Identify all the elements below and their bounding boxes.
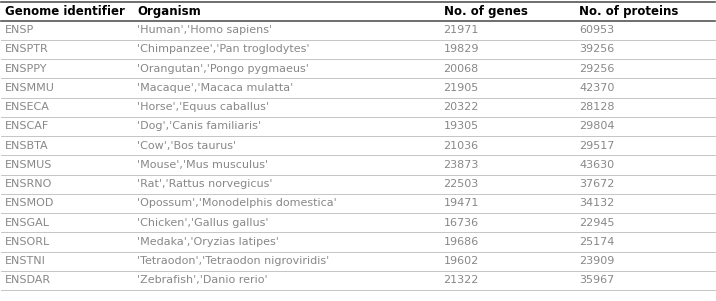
Text: 43630: 43630 bbox=[579, 160, 614, 170]
Text: 'Horse','Equus caballus': 'Horse','Equus caballus' bbox=[137, 102, 269, 112]
Text: 'Opossum','Monodelphis domestica': 'Opossum','Monodelphis domestica' bbox=[137, 198, 337, 208]
Text: 'Mouse','Mus musculus': 'Mouse','Mus musculus' bbox=[137, 160, 268, 170]
Text: 'Human','Homo sapiens': 'Human','Homo sapiens' bbox=[137, 25, 272, 35]
Text: 'Zebrafish','Danio rerio': 'Zebrafish','Danio rerio' bbox=[137, 275, 268, 285]
Text: ENSPPY: ENSPPY bbox=[5, 64, 47, 74]
Text: ENSORL: ENSORL bbox=[5, 237, 50, 247]
Text: 19829: 19829 bbox=[444, 45, 479, 54]
Text: ENSGAL: ENSGAL bbox=[5, 218, 50, 228]
Text: 'Cow','Bos taurus': 'Cow','Bos taurus' bbox=[137, 141, 236, 151]
Text: 20322: 20322 bbox=[444, 102, 479, 112]
Text: 29256: 29256 bbox=[579, 64, 614, 74]
Text: 20068: 20068 bbox=[444, 64, 479, 74]
Text: 22945: 22945 bbox=[579, 218, 614, 228]
Text: ENSMMU: ENSMMU bbox=[5, 83, 55, 93]
Text: 21322: 21322 bbox=[444, 275, 479, 285]
Text: ENSTNI: ENSTNI bbox=[5, 256, 46, 266]
Text: 23909: 23909 bbox=[579, 256, 614, 266]
Text: 'Chicken','Gallus gallus': 'Chicken','Gallus gallus' bbox=[137, 218, 268, 228]
Text: No. of genes: No. of genes bbox=[444, 5, 528, 18]
Text: Organism: Organism bbox=[137, 5, 200, 18]
Text: No. of proteins: No. of proteins bbox=[579, 5, 679, 18]
Text: 21971: 21971 bbox=[444, 25, 479, 35]
Text: 29517: 29517 bbox=[579, 141, 614, 151]
Text: 'Orangutan','Pongo pygmaeus': 'Orangutan','Pongo pygmaeus' bbox=[137, 64, 309, 74]
Text: 60953: 60953 bbox=[579, 25, 614, 35]
Text: 35967: 35967 bbox=[579, 275, 614, 285]
Text: 'Macaque','Macaca mulatta': 'Macaque','Macaca mulatta' bbox=[137, 83, 293, 93]
Text: 39256: 39256 bbox=[579, 45, 614, 54]
Text: 28128: 28128 bbox=[579, 102, 614, 112]
Text: 29804: 29804 bbox=[579, 121, 614, 132]
Text: 'Tetraodon','Tetraodon nigroviridis': 'Tetraodon','Tetraodon nigroviridis' bbox=[137, 256, 329, 266]
Text: 21905: 21905 bbox=[444, 83, 479, 93]
Text: ENSMOD: ENSMOD bbox=[5, 198, 54, 208]
Text: ENSCAF: ENSCAF bbox=[5, 121, 49, 132]
Text: 19686: 19686 bbox=[444, 237, 479, 247]
Text: 19471: 19471 bbox=[444, 198, 479, 208]
Text: ENSP: ENSP bbox=[5, 25, 34, 35]
Text: ENSRNO: ENSRNO bbox=[5, 179, 52, 189]
Text: ENSECA: ENSECA bbox=[5, 102, 50, 112]
Text: 21036: 21036 bbox=[444, 141, 479, 151]
Text: 25174: 25174 bbox=[579, 237, 614, 247]
Text: 'Medaka','Oryzias latipes': 'Medaka','Oryzias latipes' bbox=[137, 237, 279, 247]
Text: ENSMUS: ENSMUS bbox=[5, 160, 52, 170]
Text: 16736: 16736 bbox=[444, 218, 479, 228]
Text: 34132: 34132 bbox=[579, 198, 614, 208]
Text: 'Dog','Canis familiaris': 'Dog','Canis familiaris' bbox=[137, 121, 261, 132]
Text: 23873: 23873 bbox=[444, 160, 479, 170]
Text: 'Chimpanzee','Pan troglodytes': 'Chimpanzee','Pan troglodytes' bbox=[137, 45, 309, 54]
Text: 42370: 42370 bbox=[579, 83, 614, 93]
Text: ENSDAR: ENSDAR bbox=[5, 275, 51, 285]
Text: ENSBTA: ENSBTA bbox=[5, 141, 49, 151]
Text: 19602: 19602 bbox=[444, 256, 479, 266]
Text: 'Rat','Rattus norvegicus': 'Rat','Rattus norvegicus' bbox=[137, 179, 272, 189]
Text: ENSPTR: ENSPTR bbox=[5, 45, 49, 54]
Text: 37672: 37672 bbox=[579, 179, 614, 189]
Text: 22503: 22503 bbox=[444, 179, 479, 189]
Text: Genome identifier: Genome identifier bbox=[5, 5, 125, 18]
Text: 19305: 19305 bbox=[444, 121, 479, 132]
